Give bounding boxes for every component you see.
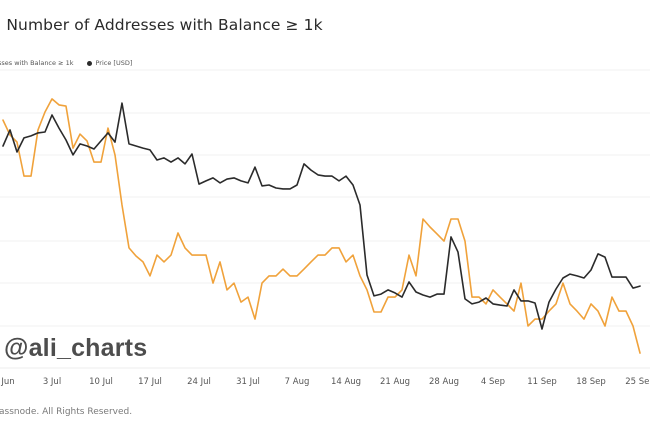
watermark: @ali_charts xyxy=(4,334,148,362)
x-tick-label: 4 Sep xyxy=(480,377,506,387)
legend-label-price: Price [USD] xyxy=(95,59,133,67)
x-tick-label: 21 Aug xyxy=(379,377,411,387)
x-tick-label: 11 Sep xyxy=(527,377,557,387)
chart-title: : Number of Addresses with Balance ≥ 1k xyxy=(0,16,323,34)
x-tick-label: 10 Jul xyxy=(89,377,113,387)
x-tick-label: 17 Jul xyxy=(138,377,162,387)
x-tick-label: 25 Sep xyxy=(625,377,650,387)
x-tick-label: 24 Jul xyxy=(187,377,211,387)
x-tick-label: 31 Jul xyxy=(236,377,260,387)
price-series-line xyxy=(2,102,641,330)
legend-item-addresses[interactable]: sses with Balance ≥ 1k xyxy=(0,59,73,67)
x-tick-label: Jun xyxy=(1,377,15,387)
x-tick-label: 28 Aug xyxy=(428,377,460,387)
x-tick-label: 14 Aug xyxy=(330,377,362,387)
addresses-series-line xyxy=(2,98,641,354)
legend-dot-icon xyxy=(87,60,93,66)
legend-item-price[interactable]: Price [USD] xyxy=(87,59,132,67)
copyright-footer: assnode. All Rights Reserved. xyxy=(0,407,133,417)
x-tick-label: 7 Aug xyxy=(284,377,310,387)
x-tick-label: 3 Jul xyxy=(42,377,62,387)
legend: sses with Balance ≥ 1k Price [USD] xyxy=(0,59,132,67)
x-tick-label: 18 Sep xyxy=(576,377,606,387)
legend-label-addresses: sses with Balance ≥ 1k xyxy=(0,59,74,67)
gridlines xyxy=(0,69,650,369)
